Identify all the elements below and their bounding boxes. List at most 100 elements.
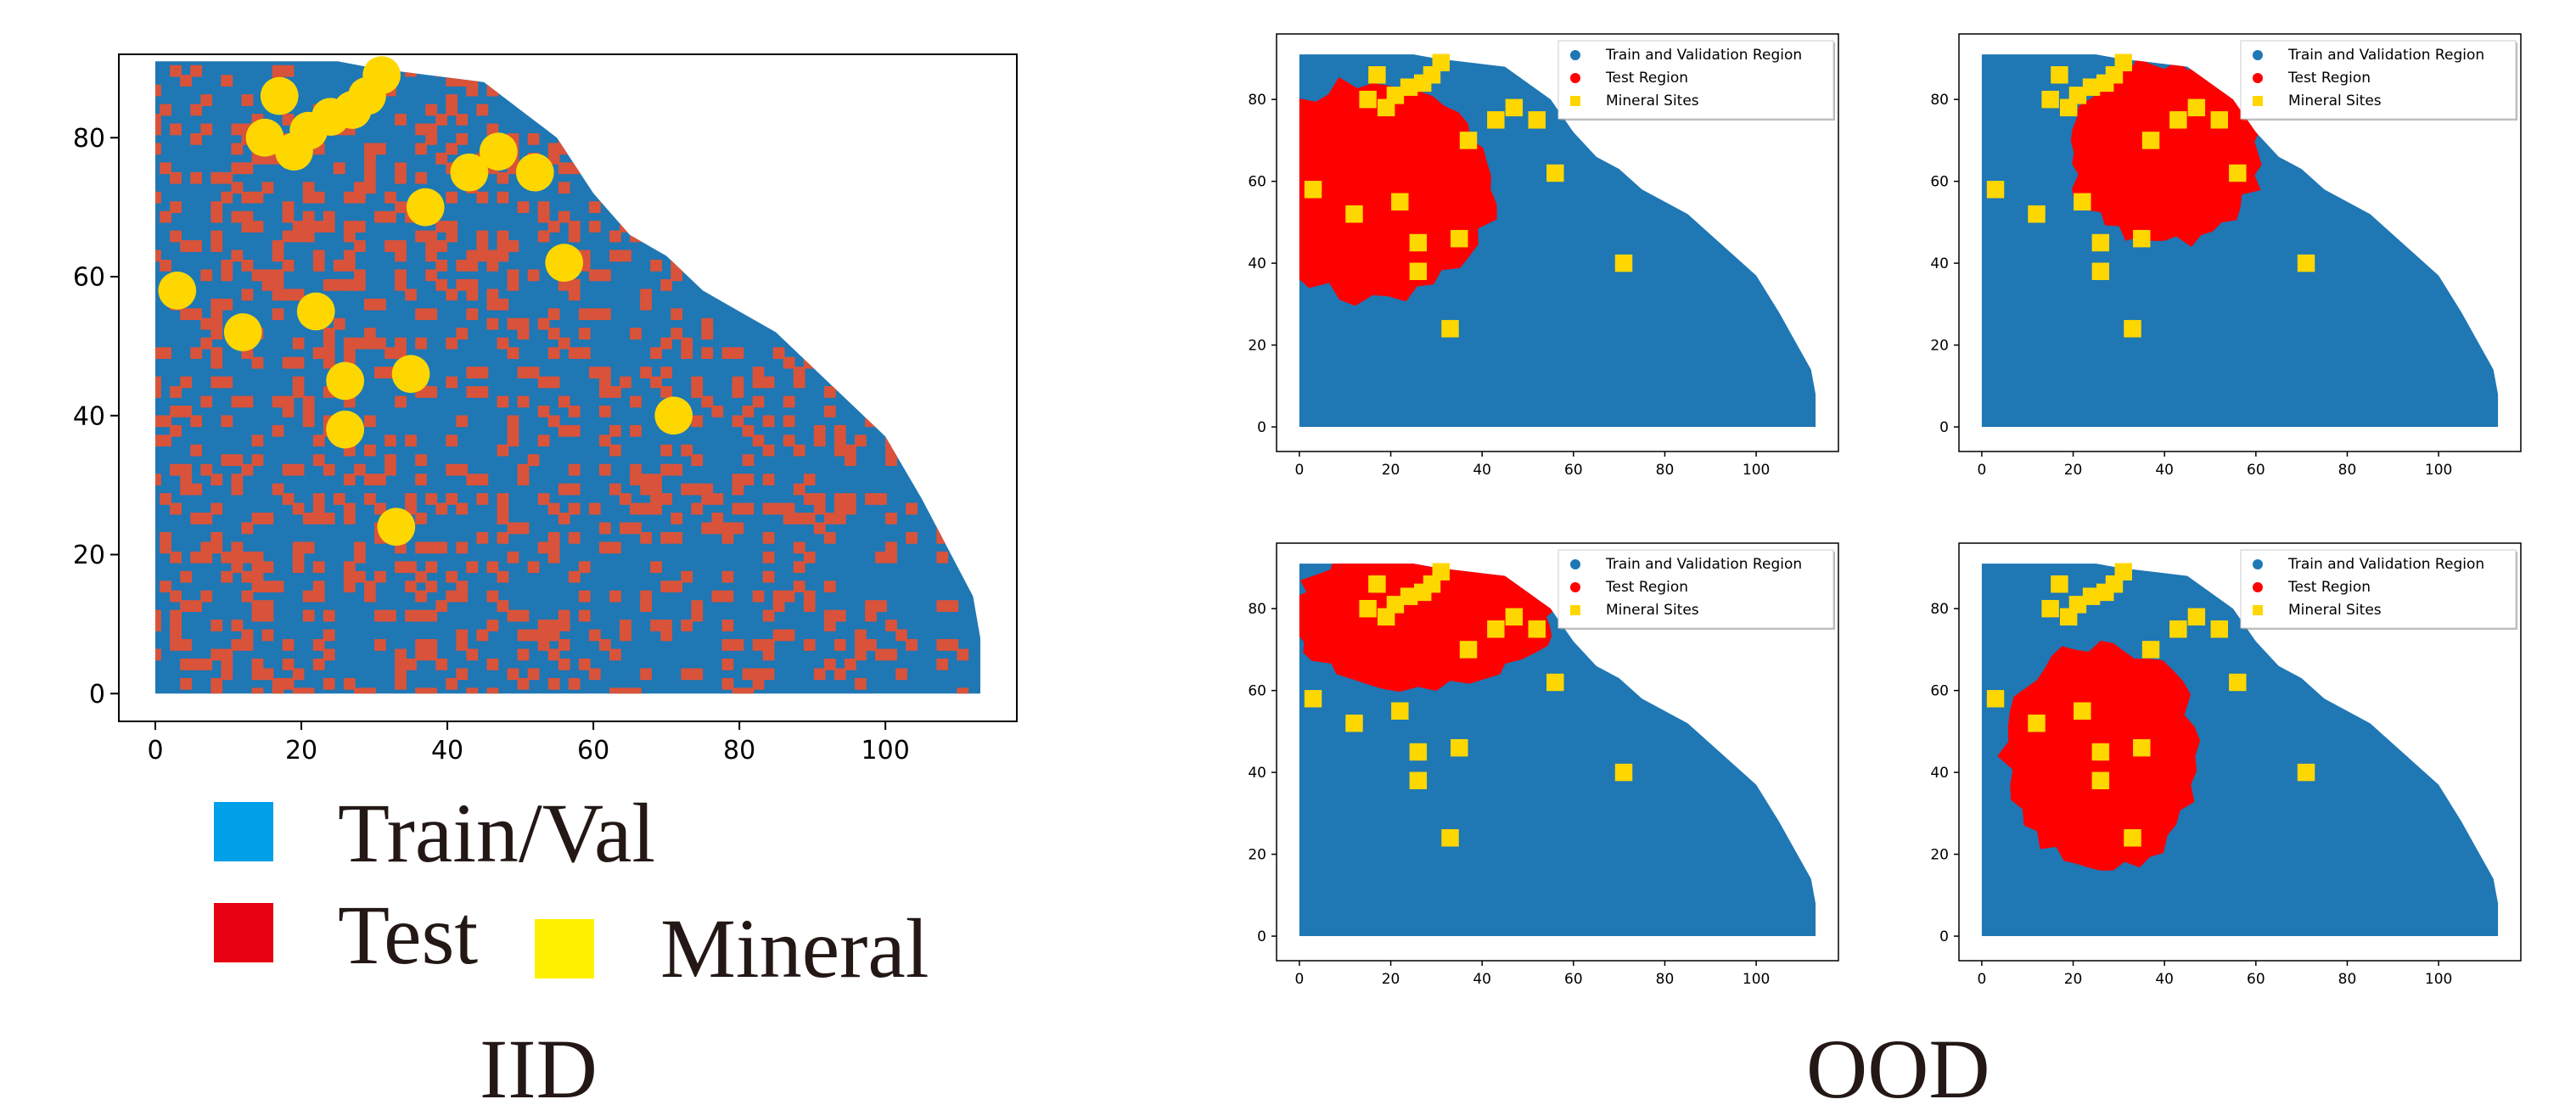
test-point bbox=[885, 367, 897, 379]
test-point bbox=[875, 210, 887, 223]
test-point bbox=[364, 182, 376, 194]
test-point bbox=[231, 143, 244, 155]
test-point bbox=[845, 658, 856, 670]
test-point bbox=[865, 639, 877, 651]
test-point bbox=[486, 298, 499, 311]
test-point bbox=[762, 531, 775, 544]
test-point bbox=[323, 629, 335, 642]
test-point bbox=[701, 260, 714, 272]
test-point bbox=[845, 308, 856, 321]
test-point bbox=[466, 474, 479, 485]
test-point bbox=[302, 395, 315, 408]
test-point bbox=[466, 250, 479, 262]
test-point bbox=[558, 639, 570, 651]
y-tick-label: 20 bbox=[1930, 338, 1949, 355]
mineral-site bbox=[2229, 164, 2247, 182]
test-point bbox=[251, 600, 264, 612]
test-point bbox=[312, 493, 325, 505]
test-point bbox=[752, 435, 765, 447]
test-point bbox=[752, 94, 765, 106]
mineral-site bbox=[2124, 320, 2141, 338]
mineral-site bbox=[2187, 98, 2206, 117]
test-point bbox=[312, 191, 325, 204]
test-point bbox=[537, 210, 550, 223]
test-point bbox=[160, 541, 171, 554]
test-point bbox=[364, 580, 376, 593]
test-point bbox=[742, 123, 755, 136]
x-tick-label: 0 bbox=[1294, 971, 1304, 988]
x-tick-label: 20 bbox=[2064, 971, 2083, 988]
test-point bbox=[598, 435, 611, 447]
test-point bbox=[865, 493, 877, 505]
test-point bbox=[671, 250, 683, 262]
test-point bbox=[946, 143, 959, 155]
test-point bbox=[926, 182, 939, 194]
test-point bbox=[823, 328, 836, 340]
test-point bbox=[476, 250, 489, 262]
test-point bbox=[823, 531, 836, 544]
test-point bbox=[415, 609, 427, 622]
test-point bbox=[446, 376, 458, 389]
test-point bbox=[926, 201, 939, 214]
test-point bbox=[578, 658, 591, 670]
test-point bbox=[333, 278, 345, 291]
test-point bbox=[241, 162, 254, 175]
test-point bbox=[957, 513, 969, 524]
mineral-site bbox=[1409, 233, 1428, 252]
test-point bbox=[537, 639, 550, 651]
test-point bbox=[497, 395, 509, 408]
test-point bbox=[302, 210, 315, 223]
mineral-site bbox=[2124, 829, 2141, 847]
test-point bbox=[803, 590, 816, 603]
test-point bbox=[721, 221, 734, 233]
test-point bbox=[762, 201, 775, 214]
y-tick-label: 60 bbox=[73, 263, 105, 293]
test-point bbox=[885, 221, 897, 233]
test-point bbox=[762, 609, 775, 622]
test-point bbox=[302, 415, 315, 428]
test-point bbox=[865, 289, 877, 301]
test-point bbox=[598, 94, 611, 106]
test-point bbox=[446, 677, 458, 690]
test-point bbox=[476, 493, 489, 505]
test-point bbox=[466, 260, 479, 272]
test-point bbox=[353, 551, 366, 564]
test-point bbox=[435, 541, 448, 554]
test-point bbox=[210, 687, 223, 694]
test-point bbox=[671, 328, 683, 340]
test-point bbox=[221, 171, 233, 184]
legend-swatch-train bbox=[214, 802, 273, 861]
test-point bbox=[292, 687, 305, 694]
test-point bbox=[527, 629, 540, 642]
test-point bbox=[210, 677, 223, 690]
test-point bbox=[415, 308, 427, 321]
y-tick-label: 60 bbox=[1930, 683, 1949, 700]
test-point bbox=[302, 687, 315, 694]
test-point bbox=[312, 221, 325, 233]
test-point bbox=[833, 114, 846, 126]
test-point bbox=[210, 201, 223, 214]
x-tick-label: 40 bbox=[2155, 971, 2174, 988]
test-point bbox=[936, 75, 949, 87]
test-point bbox=[936, 152, 949, 165]
legend-swatch-mineral bbox=[535, 919, 594, 979]
test-point bbox=[486, 317, 499, 330]
test-point bbox=[292, 541, 305, 554]
test-point bbox=[415, 648, 427, 661]
test-point bbox=[486, 658, 499, 670]
test-point bbox=[721, 620, 734, 631]
test-point bbox=[241, 463, 254, 476]
test-point bbox=[671, 162, 683, 175]
test-point bbox=[783, 356, 795, 369]
test-point bbox=[568, 162, 581, 175]
test-point bbox=[425, 250, 438, 262]
test-region bbox=[1299, 76, 1497, 306]
x-tick-label: 40 bbox=[1473, 462, 1491, 479]
test-point bbox=[251, 658, 264, 670]
test-point bbox=[537, 435, 550, 447]
test-point bbox=[343, 250, 356, 262]
test-point bbox=[374, 639, 386, 651]
test-point bbox=[435, 114, 448, 126]
mineral-site bbox=[1304, 690, 1322, 708]
y-tick-label: 40 bbox=[73, 401, 105, 431]
